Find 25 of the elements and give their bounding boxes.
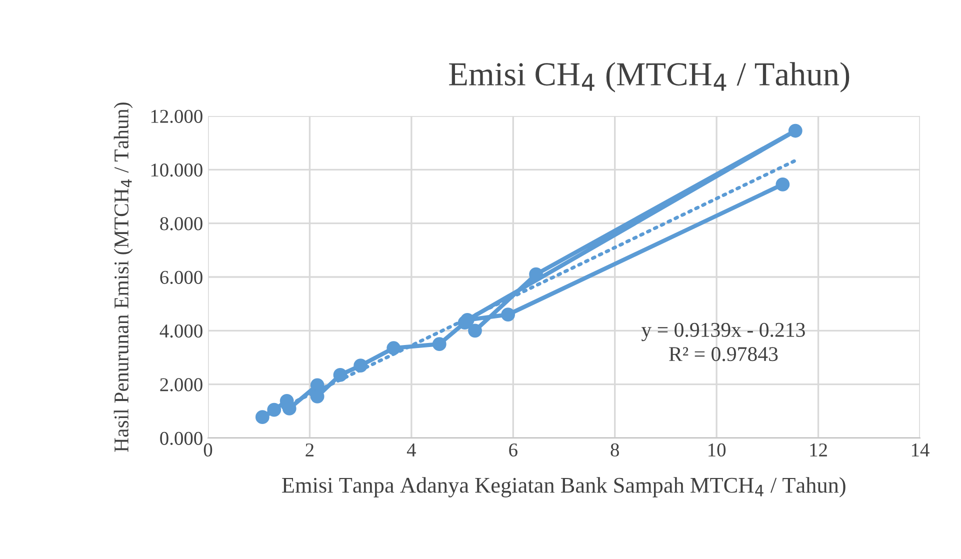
x-tick-label: 8 — [610, 443, 619, 457]
y-tick-label: 2.000 — [160, 378, 202, 392]
point — [468, 324, 482, 338]
point — [776, 177, 790, 192]
y-tick-label: 4.000 — [160, 324, 202, 338]
x-tick-label: 4 — [406, 444, 416, 456]
x-tick-label: 10 — [708, 443, 726, 457]
point — [501, 308, 515, 322]
x-tick-label: 12 — [810, 443, 827, 456]
y-tick-label: 0.000 — [160, 432, 202, 446]
x-tick-label: 0 — [204, 443, 212, 457]
point — [432, 337, 446, 352]
x-tick-label: 6 — [509, 443, 518, 457]
y-tick-label: 12.000 — [151, 110, 202, 124]
x-axis-title: Emisi Tanpa Adanya Kegiatan Bank Sampah MTCH$_{4}$ / Tahun) — [282, 477, 846, 498]
x-tick-label: 2 — [306, 443, 314, 456]
y-tick-label: 10.000 — [151, 163, 202, 177]
chart-title: Emisi CH$_{4}$ (MTCH$_{4}$ / Tahun) — [449, 62, 850, 92]
annotation: R² = 0.97843 — [669, 347, 778, 362]
y-tick-label: 8.000 — [160, 217, 202, 230]
y-tick-label: 6.000 — [160, 270, 202, 284]
x-tick-label: 14 — [912, 444, 930, 456]
point — [788, 124, 802, 138]
annotation: y = 0.9139x - 0.213 — [641, 322, 805, 342]
y-axis-title: Hasil Penurunan Emisi (MTCH$_{4}$ / Tahun) — [114, 102, 133, 452]
